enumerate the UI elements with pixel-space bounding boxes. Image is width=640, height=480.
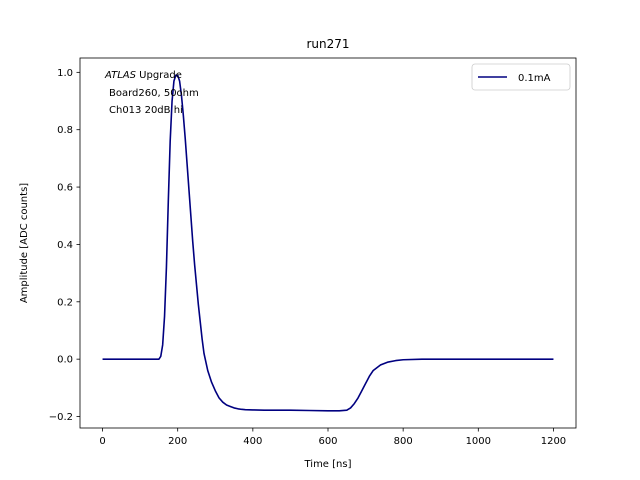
- x-tick-label: 1200: [541, 436, 566, 447]
- x-tick-label: 400: [243, 436, 262, 447]
- annotation-line-3: Ch013 20dB hi: [109, 105, 183, 116]
- series-line-0-1ma: [102, 74, 554, 412]
- x-axis-ticks: 0 200 400 600 800 1000 1200: [99, 428, 566, 447]
- y-tick-label: 0.4: [57, 240, 73, 251]
- y-tick-label: 0.6: [57, 183, 73, 194]
- x-tick-label: 200: [168, 436, 187, 447]
- x-tick-label: 0: [99, 436, 105, 447]
- annotation-atlas: ATLAS: [104, 70, 137, 81]
- x-axis-label: Time [ns]: [303, 459, 351, 470]
- legend-box: [471, 63, 571, 91]
- x-tick-label: 600: [318, 436, 337, 447]
- y-tick-label: 1.0: [57, 68, 73, 79]
- annotation-upgrade: Upgrade: [136, 70, 182, 81]
- x-tick-label: 1000: [466, 436, 491, 447]
- annotation-line-2: Board260, 50ohm: [109, 88, 199, 99]
- legend-label: 0.1mA: [518, 73, 551, 84]
- y-axis-label: Amplitude [ADC counts]: [19, 183, 30, 303]
- annotation-line-1: ATLAS Upgrade: [104, 70, 182, 81]
- y-tick-label: 0.0: [57, 355, 73, 366]
- y-axis-ticks: −0.2 0.0 0.2 0.4 0.6 0.8 1.0: [49, 68, 80, 423]
- x-tick-label: 800: [394, 436, 413, 447]
- y-tick-label: 0.8: [57, 125, 73, 136]
- y-tick-label: 0.2: [57, 297, 73, 308]
- legend: 0.1mA: [471, 63, 571, 91]
- chart-title: run271: [306, 37, 349, 51]
- y-tick-label: −0.2: [49, 412, 73, 423]
- plot-area-frame: [79, 57, 577, 429]
